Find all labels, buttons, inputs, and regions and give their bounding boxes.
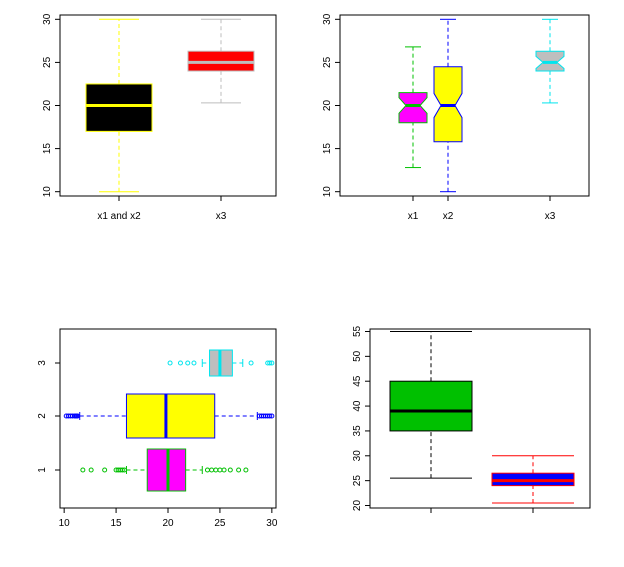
outlier-point [269,360,275,366]
outlier-point [80,467,86,473]
outlier-point [243,467,249,473]
y-tick-label: 45 [352,375,363,387]
x-tick-label: 10 [59,518,71,529]
x-category-label: x1 [408,211,419,222]
y-tick-label: 10 [42,186,53,198]
x-category-label: x1 and x2 [97,211,141,222]
y-tick-label: 30 [352,450,363,462]
outlier-point [88,467,94,473]
outlier-point [204,467,210,473]
y-tick-label: 35 [352,425,363,437]
outlier-point [75,413,81,419]
outlier-point [167,360,173,366]
box [146,448,187,492]
y-category-label: 1 [37,467,48,473]
y-category-label: 2 [37,413,48,419]
x-category-label: x3 [545,211,556,222]
outlier-point [119,467,125,473]
boxplot-panel-bottom-left: 10 15 20 25 30 1 2 3 [37,328,278,529]
y-tick-label: 25 [352,475,363,487]
outlier-point [248,360,254,366]
outlier-point [227,467,233,473]
outlier-point [267,360,273,366]
y-tick-label: 50 [352,350,363,362]
x-tick-label: 25 [214,518,226,529]
plot-frame [339,14,590,197]
y-tick-label: 20 [42,100,53,112]
box [85,83,153,132]
y-tick-label: 10 [322,186,333,198]
y-tick-label: 40 [352,400,363,412]
y-tick-label: 15 [42,143,53,155]
outlier-point [236,467,242,473]
outlier-point [213,467,219,473]
outlier-point [191,360,197,366]
boxplot-panel-top-right: 10 15 20 25 30 x1 x2 x3 [322,13,590,222]
y-tick-label: 20 [352,500,363,512]
y-tick-label: 15 [322,143,333,155]
boxplot-panel-bottom-right: 20 25 30 35 40 45 50 55 [352,325,591,513]
y-category-label: 3 [37,360,48,366]
outlier-point [102,467,108,473]
x-category-label: x2 [443,211,454,222]
x-tick-label: 20 [162,518,174,529]
plot-frame [369,328,591,509]
y-tick-label: 30 [42,13,53,25]
outlier-point [209,467,215,473]
notched-box [398,92,428,124]
x-tick-label: 15 [111,518,123,529]
box [125,393,216,439]
outlier-point [177,360,183,366]
outlier-point [269,413,275,419]
outlier-point [121,467,127,473]
boxplot-panel-top-left: 10 15 20 25 30 x1 and x2 x3 [42,13,277,222]
y-tick-label: 55 [352,325,363,337]
box [389,380,473,432]
y-tick-label: 20 [322,100,333,112]
y-tick-label: 25 [42,56,53,68]
outlier-point [185,360,191,366]
outlier-point [217,467,223,473]
x-tick-label: 30 [266,518,278,529]
x-category-label: x3 [216,211,227,222]
outlier-point [267,413,273,419]
outlier-point [221,467,227,473]
y-tick-label: 25 [322,56,333,68]
y-tick-label: 30 [322,13,333,25]
